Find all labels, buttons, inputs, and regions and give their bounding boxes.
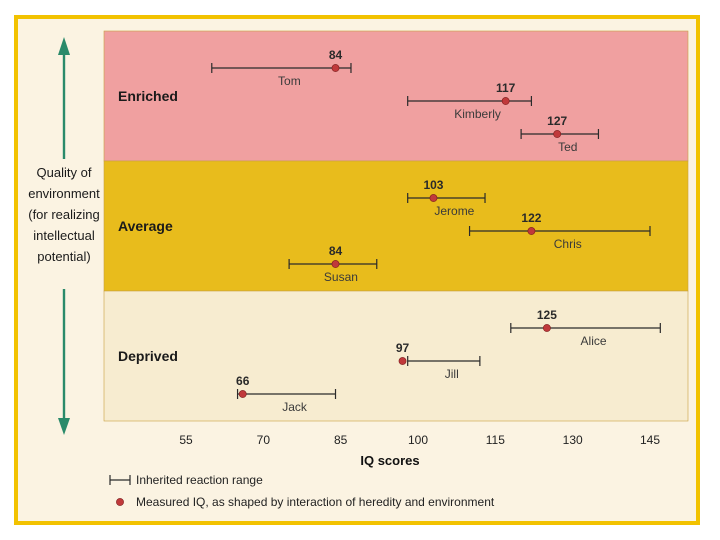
iq-value-label: 127 xyxy=(547,114,567,128)
person-name-label: Kimberly xyxy=(454,107,501,121)
iq-point xyxy=(501,97,510,105)
band-enriched xyxy=(103,30,689,162)
x-tick-label: 145 xyxy=(640,433,660,447)
person-name-label: Tom xyxy=(278,74,301,88)
legend-dot xyxy=(116,498,124,506)
environment-axis-label: environment xyxy=(28,186,100,201)
band-average xyxy=(103,160,689,292)
arrow-down-icon xyxy=(58,418,70,435)
person-name-label: Chris xyxy=(554,237,582,251)
band-label: Deprived xyxy=(118,348,178,364)
person-name-label: Jerome xyxy=(434,204,474,218)
iq-point xyxy=(553,130,562,138)
iq-value-label: 103 xyxy=(423,178,443,192)
iq-reaction-range-chart: Enriched 84 Tom 117 Kimberly 127 Ted Average 103… xyxy=(28,30,689,509)
x-tick-label: 55 xyxy=(179,433,193,447)
environment-axis-label: (for realizing xyxy=(28,207,100,222)
x-axis-title: IQ scores xyxy=(360,453,419,468)
iq-value-label: 125 xyxy=(537,308,557,322)
arrow-up-icon xyxy=(58,37,70,55)
iq-point xyxy=(429,194,438,202)
person-name-label: Ted xyxy=(558,140,577,154)
x-tick-label: 100 xyxy=(408,433,428,447)
iq-point xyxy=(331,260,340,268)
x-tick-label: 130 xyxy=(563,433,583,447)
iq-value-label: 66 xyxy=(236,374,250,388)
iq-point xyxy=(238,390,247,398)
iq-value-label: 84 xyxy=(329,244,343,258)
person-name-label: Alice xyxy=(581,334,607,348)
x-tick-label: 70 xyxy=(257,433,271,447)
person-name-label: Jill xyxy=(445,367,459,381)
chart-frame: Enriched 84 Tom 117 Kimberly 127 Ted Average 103… xyxy=(14,15,700,525)
band-deprived xyxy=(103,290,689,422)
iq-point xyxy=(398,357,407,365)
iq-value-label: 84 xyxy=(329,48,343,62)
iq-point xyxy=(527,227,536,235)
iq-value-label: 117 xyxy=(496,81,516,95)
band-label: Average xyxy=(118,218,173,234)
legend-range-label: Inherited reaction range xyxy=(136,473,263,487)
legend-dot-label: Measured IQ, as shaped by interaction of… xyxy=(136,495,495,509)
iq-point xyxy=(542,324,551,332)
person-name-label: Jack xyxy=(282,400,308,414)
iq-value-label: 122 xyxy=(521,211,541,225)
environment-axis-label: intellectual xyxy=(33,228,95,243)
x-tick-label: 115 xyxy=(486,433,505,447)
environment-axis-label: Quality of xyxy=(37,165,92,180)
iq-point xyxy=(331,64,340,72)
environment-axis-label: potential) xyxy=(37,249,90,264)
x-tick-label: 85 xyxy=(334,433,348,447)
iq-value-label: 97 xyxy=(396,341,410,355)
person-name-label: Susan xyxy=(324,270,358,284)
band-label: Enriched xyxy=(118,88,178,104)
